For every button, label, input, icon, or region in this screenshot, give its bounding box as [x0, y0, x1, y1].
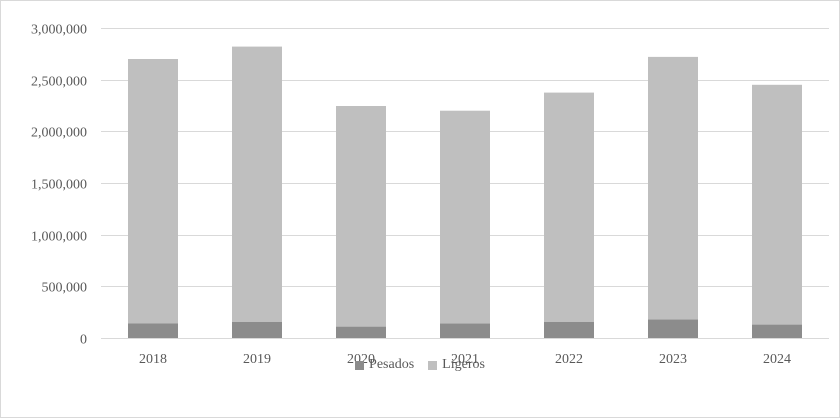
y-tick-label: 2,000,000	[31, 126, 87, 141]
x-tick-label: 2020	[347, 352, 375, 367]
y-tick-label: 1,500,000	[31, 178, 87, 193]
y-tick-label: 3,000,000	[31, 23, 87, 38]
legend-item-pesados: Pesados	[355, 357, 414, 373]
x-tick-label: 2022	[555, 352, 583, 367]
legend-item-ligeros: Ligeros	[428, 357, 485, 373]
y-tick-label: 1,000,000	[31, 230, 87, 245]
bars	[128, 46, 802, 338]
bar-ligeros-2018	[128, 59, 178, 324]
bar-pesados-2024	[752, 324, 802, 338]
x-tick-label: 2023	[659, 352, 687, 367]
bar-pesados-2019	[232, 322, 282, 338]
bar-pesados-2021	[440, 323, 490, 338]
legend-label-ligeros: Ligeros	[442, 357, 485, 372]
x-tick-label: 2018	[139, 352, 167, 367]
legend: Pesados Ligeros	[1, 357, 839, 373]
bar-pesados-2020	[336, 326, 386, 338]
x-tick-label: 2019	[243, 352, 271, 367]
y-tick-label: 500,000	[42, 281, 88, 296]
bar-ligeros-2020	[336, 106, 386, 327]
bar-ligeros-2024	[752, 84, 802, 325]
x-tick-label: 2024	[763, 352, 791, 367]
bar-ligeros-2023	[648, 56, 698, 320]
bar-ligeros-2022	[544, 92, 594, 322]
y-axis-tick-labels: 0 500,000 1,000,000 1,500,000 2,000,000 2,500…	[31, 23, 87, 348]
legend-swatch-pesados	[355, 360, 365, 370]
bar-pesados-2018	[128, 323, 178, 338]
y-tick-label: 0	[80, 333, 87, 348]
bar-ligeros-2021	[440, 110, 490, 324]
bar-ligeros-2019	[232, 46, 282, 322]
bar-pesados-2023	[648, 319, 698, 338]
y-tick-label: 2,500,000	[31, 75, 87, 90]
bar-pesados-2022	[544, 322, 594, 338]
x-tick-label: 2021	[451, 352, 479, 367]
legend-label-pesados: Pesados	[369, 357, 415, 372]
x-axis-tick-labels: 2018 2019 2020 2021 2022 2023 2024	[139, 352, 791, 367]
legend-swatch-ligeros	[428, 360, 438, 370]
